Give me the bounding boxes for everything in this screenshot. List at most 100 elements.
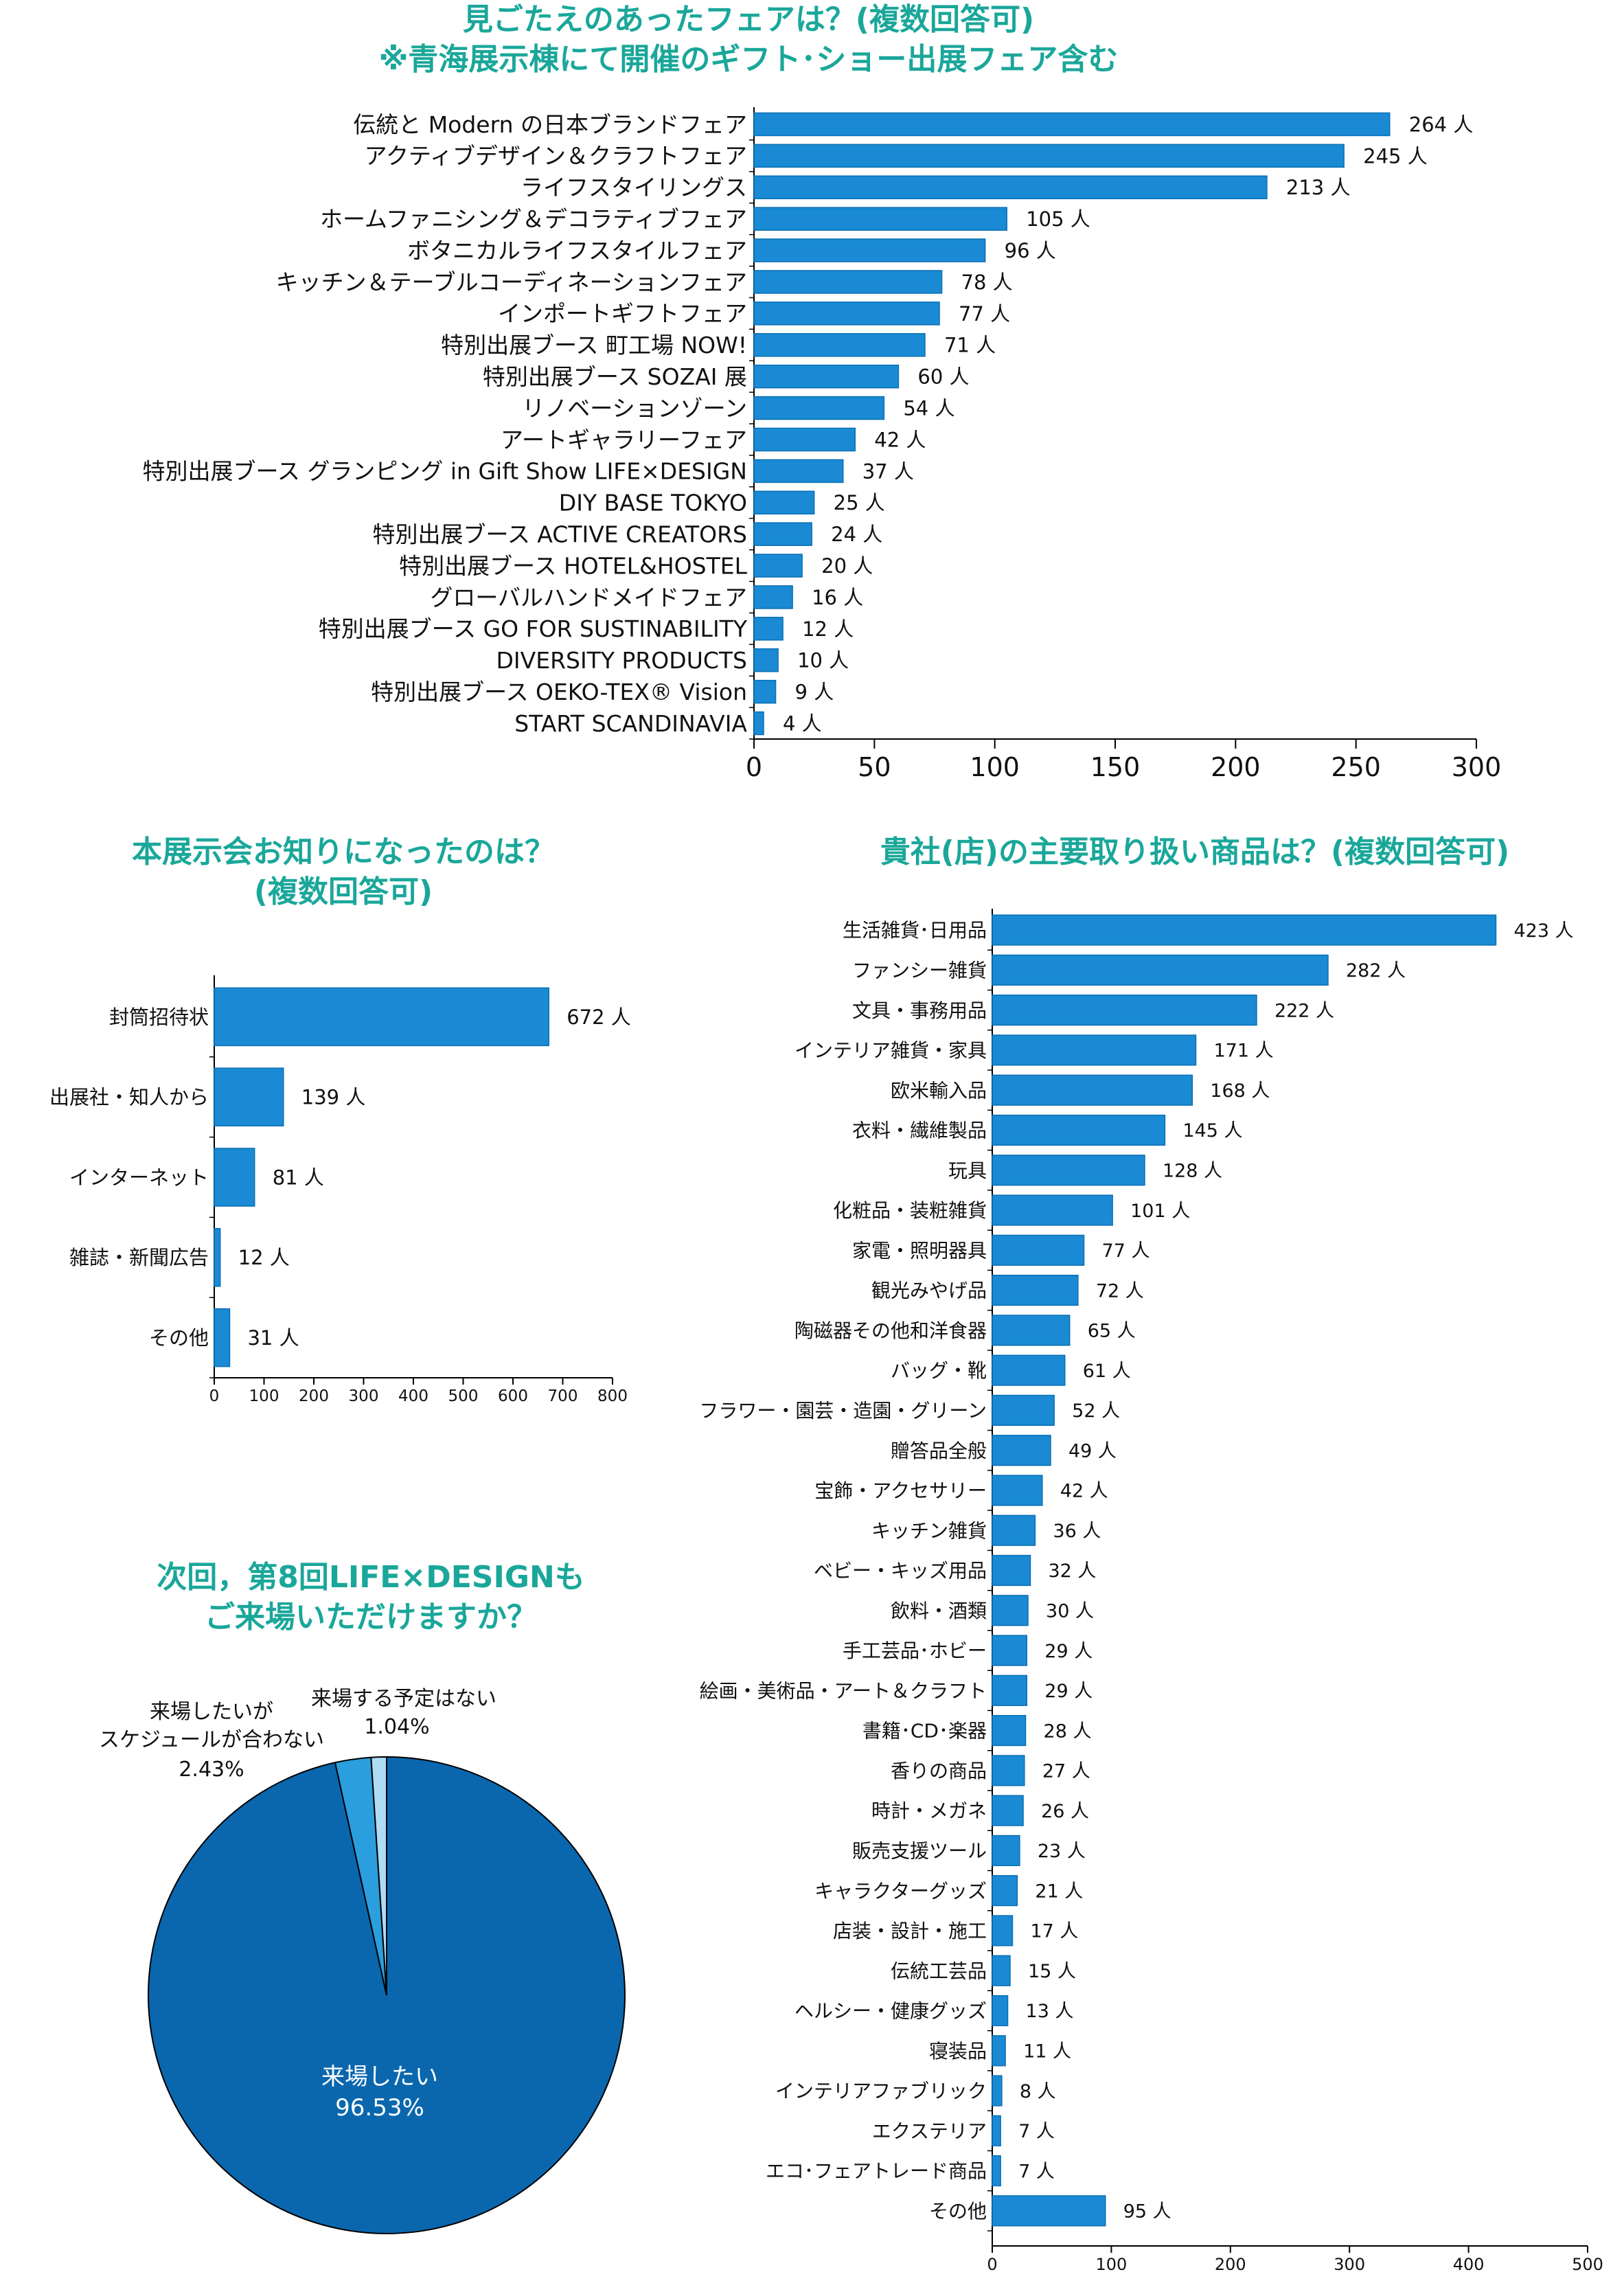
- chart4-value-label: 13 人: [1026, 2001, 1074, 2022]
- chart4-category-label: 化粧品・装粧雑貨: [833, 1199, 987, 1222]
- chart4-value-label: 8 人: [1020, 2081, 1056, 2102]
- chart1-bar: [753, 711, 764, 736]
- chart4-bar: [992, 1875, 1018, 1907]
- chart1-bar: [753, 270, 943, 294]
- chart4-category-label: キッチン雑貨: [871, 1519, 987, 1542]
- chart4-value-label: 282 人: [1346, 960, 1406, 981]
- chart4-bar: [992, 1315, 1071, 1346]
- chart1-value-label: 54 人: [903, 396, 954, 420]
- chart4-bar: [992, 1475, 1043, 1506]
- chart4-value-label: 423 人: [1513, 920, 1573, 942]
- chart4-category-label: 伝統工芸品: [891, 1960, 987, 1982]
- chart1-category-label: アートギャラリーフェア: [501, 427, 747, 453]
- chart4-category-label: ファンシー雑貨: [852, 959, 987, 981]
- pie-pct-main: 96.53%: [335, 2094, 424, 2122]
- chart4-bar: [992, 1714, 1027, 1747]
- chart4-category-label: キャラクターグッズ: [814, 1880, 987, 1903]
- chart1-value-label: 71 人: [944, 334, 996, 357]
- chart1-value-label: 78 人: [961, 271, 1013, 294]
- chart1-category-label: アクティブデザイン＆クラフトフェア: [365, 143, 747, 170]
- chart3-title-block: 次回，第8回LIFE×DESIGNも ご来場いただけますか？: [110, 1558, 632, 1637]
- chart1-category-label: 特別出展ブース ACTIVE CREATORS: [372, 521, 747, 548]
- chart2-category-label: 封筒招待状: [109, 1006, 209, 1029]
- chart1-bar: [753, 144, 1345, 168]
- chart1-bar: [753, 679, 777, 704]
- chart1-value-label: 9 人: [795, 681, 834, 704]
- chart2-category-label: インターネット: [69, 1166, 209, 1189]
- chart1-value-label: 105 人: [1026, 207, 1090, 231]
- chart4-value-label: 26 人: [1041, 1801, 1089, 1822]
- chart1-bar: [753, 332, 926, 357]
- chart2-value-label: 31 人: [247, 1326, 299, 1350]
- chart2-title: 本展示会お知りになったのは？: [132, 834, 555, 870]
- chart4-value-label: 27 人: [1042, 1761, 1090, 1782]
- chart4-category-label: 欧米輸入品: [891, 1079, 987, 1102]
- chart4-category-label: 絵画・美術品・アート＆クラフト: [700, 1679, 987, 1702]
- chart4-value-label: 61 人: [1083, 1361, 1131, 1382]
- chart4-category-label: エクステリア: [872, 2120, 987, 2142]
- chart1-category-label: 特別出展ブース OEKO-TEX® Vision: [371, 679, 747, 705]
- chart1-x-tick-label: 50: [858, 752, 891, 782]
- chart1-category-label: START SCANDINAVIA: [514, 710, 747, 737]
- chart1-category-label: ホームファニシング＆デコラティブフェア: [320, 206, 747, 233]
- chart2-bar: [214, 1228, 221, 1287]
- chart4-value-label: 168 人: [1210, 1080, 1270, 1102]
- chart4-category-label: 家電・照明器具: [852, 1239, 987, 1262]
- chart4-bar: [992, 2075, 1003, 2106]
- chart2-x-tick-label: 100: [249, 1387, 279, 1405]
- chart4-category-label: 時計・メガネ: [871, 1799, 987, 1822]
- chart1-bar: [753, 459, 844, 484]
- chart1-category-label: ボタニカルライフスタイルフェア: [407, 237, 747, 264]
- chart2-bar: [214, 987, 549, 1047]
- chart1-value-label: 12 人: [802, 617, 854, 641]
- chart4-bar: [992, 1074, 1193, 1106]
- chart4-bar: [992, 2155, 1001, 2187]
- chart1-category-label: DIY BASE TOKYO: [559, 490, 747, 516]
- chart1-value-label: 245 人: [1363, 144, 1428, 168]
- chart4-x-tick-label: 200: [1215, 2255, 1246, 2274]
- chart4-category-label: インテリア雑貨・家具: [794, 1039, 987, 1062]
- chart1-category-label: グローバルハンドメイドフェア: [430, 584, 747, 611]
- chart1-value-label: 213 人: [1286, 176, 1351, 199]
- chart4-value-label: 49 人: [1068, 1440, 1117, 1462]
- chart2-x-tick-label: 200: [299, 1387, 329, 1405]
- chart4-bar: [992, 1034, 1197, 1066]
- chart4-category-label: 文具・事務用品: [852, 999, 987, 1022]
- chart1-x-tick-label: 300: [1452, 752, 1502, 782]
- chart1-bar: [753, 648, 779, 672]
- chart4-value-label: 95 人: [1123, 2201, 1171, 2223]
- chart1-value-label: 10 人: [797, 649, 849, 672]
- chart4-bar: [992, 995, 1257, 1026]
- chart4-category-label: ヘルシー・健康グッズ: [794, 2000, 987, 2023]
- chart4-bar: [992, 1835, 1020, 1867]
- chart4-value-label: 15 人: [1028, 1961, 1076, 1982]
- chart1-value-label: 4 人: [783, 712, 822, 735]
- chart4-value-label: 29 人: [1044, 1641, 1093, 1662]
- chart2-subtitle: (複数回答可): [253, 874, 433, 910]
- chart4-bar: [992, 1114, 1166, 1146]
- chart4-value-label: 222 人: [1274, 1000, 1334, 1021]
- chart1-value-label: 42 人: [874, 428, 926, 451]
- chart4-x-tick-label: 400: [1453, 2255, 1485, 2274]
- chart1-title-block: 見ごたえのあったフェアは？(複数回答可) ※青海展示棟にて開催のギフト･ショー出…: [357, 0, 1140, 80]
- chart2-x-tick-label: 400: [398, 1387, 428, 1405]
- chart4-value-label: 23 人: [1038, 1841, 1086, 1862]
- chart1-value-label: 60 人: [917, 365, 969, 389]
- chart1-bar: [753, 175, 1268, 200]
- chart4-bar: [992, 2195, 1106, 2227]
- pie-label-third: 来場する予定はない: [311, 1687, 496, 1711]
- chart4-value-label: 171 人: [1214, 1041, 1274, 1062]
- chart1-bar: [753, 554, 803, 578]
- chart4-value-label: 11 人: [1023, 2041, 1071, 2062]
- chart1-category-label: キッチン＆テーブルコーディネーションフェア: [276, 269, 747, 295]
- chart4-category-label: 衣料・繊維製品: [852, 1120, 987, 1142]
- chart4-title: 貴社(店)の主要取り扱い商品は？(複数回答可): [880, 834, 1510, 870]
- chart4-category-label: 生活雑貨･日用品: [843, 919, 987, 942]
- chart4-category-label: 販売支援ツール: [852, 1839, 987, 1862]
- chart2-value-label: 672 人: [567, 1006, 631, 1029]
- pie-slice: [370, 1756, 387, 1996]
- chart2-bar: [214, 1067, 284, 1126]
- chart1-bar: [753, 585, 793, 609]
- chart1-category-label: 特別出展ブース グランピング in Gift Show LIFE×DESIGN: [143, 458, 747, 485]
- chart1-value-label: 16 人: [812, 586, 863, 609]
